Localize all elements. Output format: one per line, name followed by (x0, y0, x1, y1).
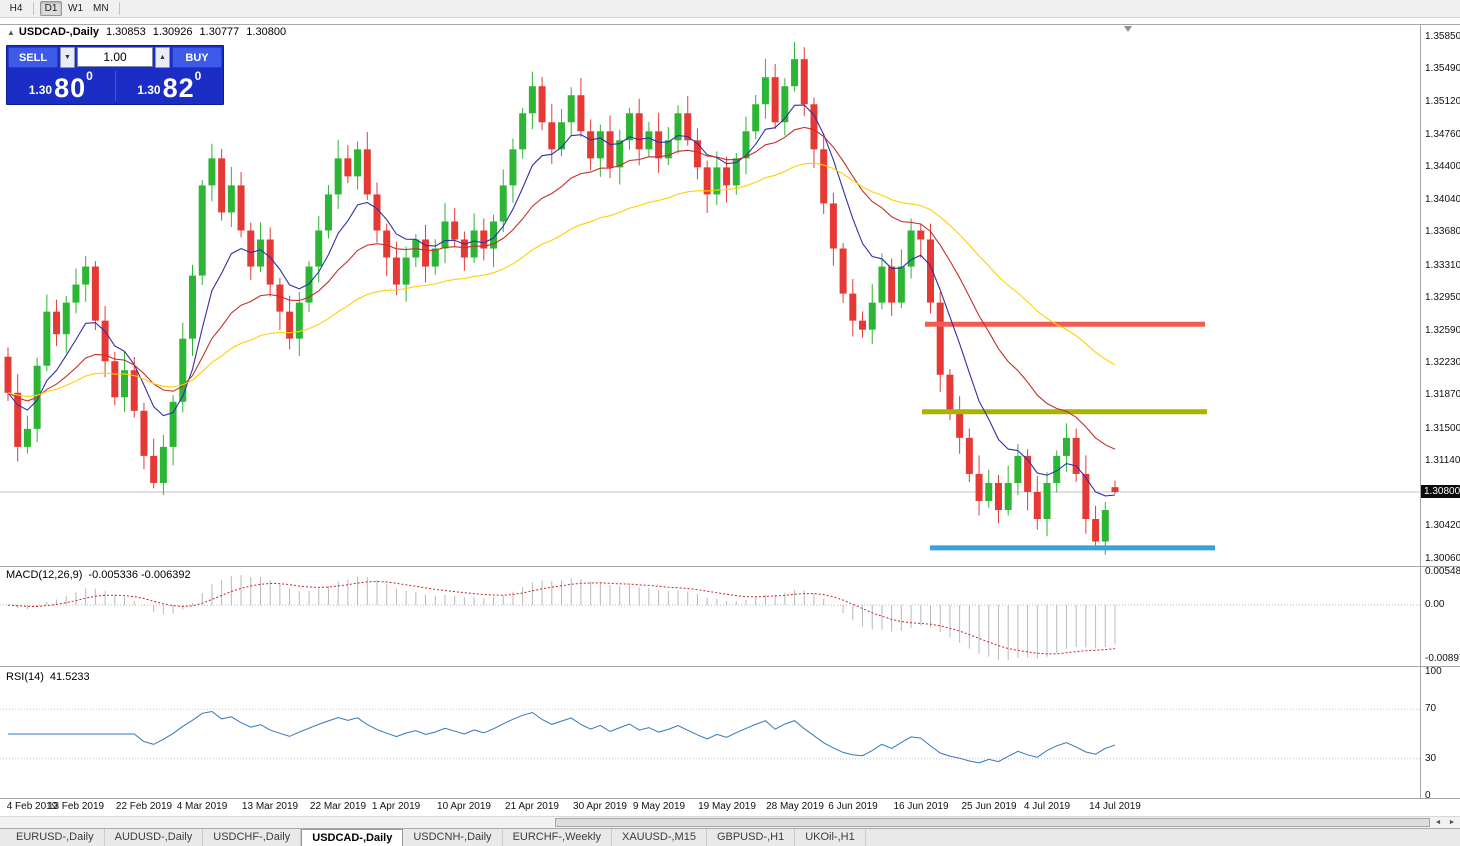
rsi-name: RSI(14) (6, 671, 44, 683)
rsi-line (8, 710, 1116, 764)
chart-tab-gbpusd[interactable]: GBPUSD-,H1 (707, 829, 796, 846)
chart-shift-marker-icon[interactable] (1124, 26, 1132, 32)
buy-button[interactable]: BUY (172, 47, 222, 68)
chart-tab-usdchf[interactable]: USDCHF-,Daily (203, 829, 302, 846)
volume-input[interactable] (77, 47, 153, 67)
macd-values: -0.005336 -0.006392 (88, 569, 191, 581)
period-button-h4[interactable]: H4 (9, 3, 23, 14)
current-price-label: 1.30800 (1421, 485, 1460, 498)
chart-tab-eurusd[interactable]: EURUSD-,Daily (6, 829, 105, 846)
ma-8-line (7, 104, 1116, 497)
sell-button[interactable]: SELL (8, 47, 58, 68)
candles-layer (4, 41, 1119, 555)
ma-20-line (7, 126, 1116, 450)
chart-symbol-label: USDCAD-,Daily (18, 26, 99, 38)
collapse-trade-panel-icon[interactable]: ▲ (7, 28, 15, 37)
ohlc-close: 1.30800 (246, 26, 287, 38)
buy-price-pipette: 0 (194, 69, 202, 83)
trade-panel-divider (114, 71, 116, 101)
period-button-mn[interactable]: MN (93, 3, 109, 14)
ohlc-open: 1.30853 (106, 26, 146, 38)
period-button-d1[interactable]: D1 (40, 1, 62, 16)
trade-panel-prices: 1.30 80 0 1.30 82 0 (7, 68, 223, 104)
macd-signal-line (7, 580, 1116, 655)
scrollbar-thumb[interactable] (554, 818, 1430, 827)
sell-price[interactable]: 1.30 80 0 (7, 68, 115, 104)
price-chart-canvas[interactable] (0, 18, 1460, 816)
sell-price-prefix: 1.30 (28, 83, 53, 97)
sell-price-big: 80 (54, 73, 87, 103)
macd-name: MACD(12,26,9) (6, 569, 83, 581)
chart-tab-usdcad[interactable]: USDCAD-,Daily (301, 829, 404, 846)
macd-histogram (17, 575, 1116, 660)
period-toolbar: H4 D1 W1 MN (0, 0, 1460, 18)
chart-ohlc-header: ▲ USDCAD-,Daily 1.30853 1.30926 1.30777 1.308… (7, 26, 286, 38)
macd-indicator-label: MACD(12,26,9) -0.005336 -0.006392 (6, 569, 191, 581)
buy-price[interactable]: 1.30 82 0 (116, 68, 224, 104)
rsi-indicator-label: RSI(14) 41.5233 (6, 671, 90, 683)
buy-price-prefix: 1.30 (137, 83, 161, 97)
chart-tab-eurchf[interactable]: EURCHF-,Weekly (503, 829, 612, 846)
volume-increase-button[interactable]: ▲ (155, 47, 170, 68)
chart-horizontal-scrollbar[interactable]: ◄ ► (0, 816, 1460, 828)
toolbar-separator (118, 2, 120, 15)
chart-tab-audusd[interactable]: AUDUSD-,Daily (105, 829, 204, 846)
chart-tab-ukoil[interactable]: UKOil-,H1 (795, 829, 866, 846)
period-button-w1[interactable]: W1 (68, 3, 83, 14)
ma-45-line (7, 162, 1116, 398)
volume-decrease-button[interactable]: ▼ (60, 47, 75, 68)
chart-tabs-bar: EURUSD-,Daily AUDUSD-,Daily USDCHF-,Daily U… (0, 828, 1460, 846)
toolbar-separator (33, 2, 34, 15)
rsi-value: 41.5233 (49, 671, 90, 683)
chart-tab-xauusd[interactable]: XAUUSD-,M15 (612, 829, 707, 846)
scroll-left-arrow[interactable]: ◄ (1434, 819, 1442, 826)
scroll-right-arrow[interactable]: ► (1448, 819, 1456, 826)
buy-price-big: 82 (162, 73, 195, 103)
trade-panel-controls: SELL ▼ ▲ BUY (7, 46, 223, 68)
ohlc-high: 1.30926 (152, 26, 193, 38)
chart-tab-usdcnh[interactable]: USDCNH-,Daily (403, 829, 503, 846)
ohlc-low: 1.30777 (199, 26, 240, 38)
sell-price-pipette: 0 (86, 69, 93, 83)
